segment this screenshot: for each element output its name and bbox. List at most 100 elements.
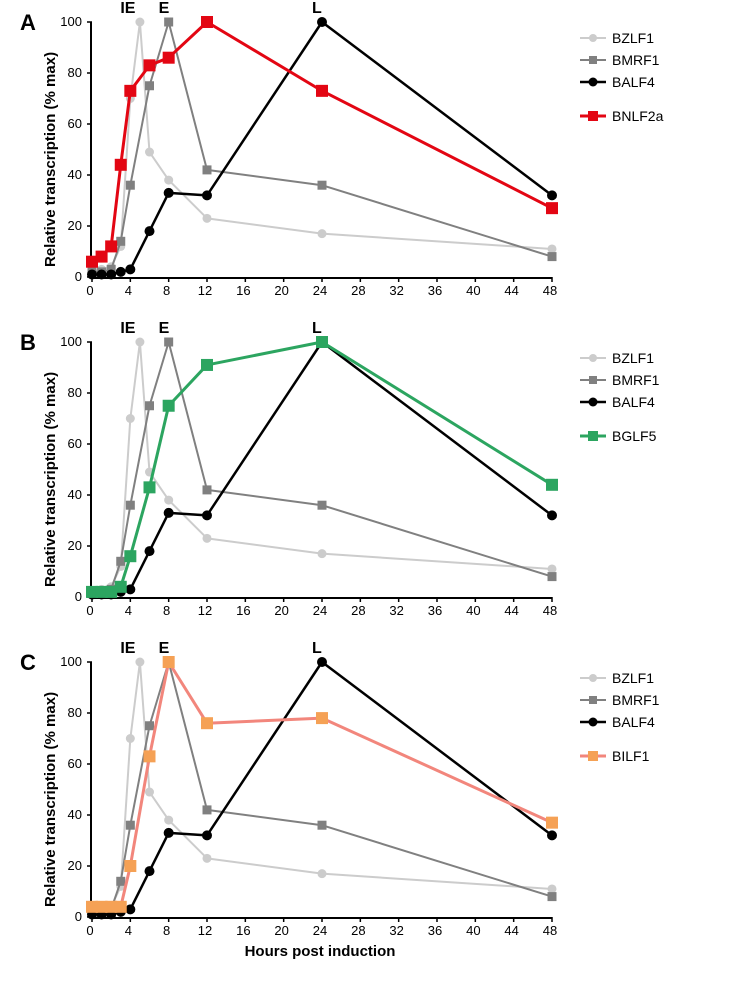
legend-swatch — [580, 75, 606, 89]
xtick-label: 28 — [346, 283, 370, 298]
legend-swatch — [580, 53, 606, 67]
ytick-label: 100 — [54, 654, 82, 669]
legend-item: BILF1 — [580, 746, 659, 766]
ytick-label: 100 — [54, 14, 82, 29]
legend-label: BALF4 — [612, 74, 655, 90]
legend-item: BALF4 — [580, 392, 659, 412]
y-axis-label: Relative transcription (% max) — [42, 372, 59, 587]
xtick-label: 4 — [116, 603, 140, 618]
legend-label: BALF4 — [612, 394, 655, 410]
xtick-label: 16 — [231, 603, 255, 618]
xtick-label: 4 — [116, 923, 140, 938]
plot-area: IEEL — [90, 22, 552, 279]
xtick-label: 48 — [538, 283, 562, 298]
legend-label: BMRF1 — [612, 52, 659, 68]
xtick-label: 0 — [78, 603, 102, 618]
legend: BZLF1 BMRF1 BALF4 BGLF5 — [580, 348, 659, 448]
xtick-label: 24 — [308, 603, 332, 618]
xtick-label: 48 — [538, 603, 562, 618]
xtick-label: 16 — [231, 283, 255, 298]
xtick-label: 8 — [155, 923, 179, 938]
xtick-label: 12 — [193, 283, 217, 298]
xtick-label: 8 — [155, 283, 179, 298]
xtick-label: 20 — [270, 923, 294, 938]
ytick-label: 0 — [54, 269, 82, 284]
panel-a: AIEEL02040608010004812162024283236404448… — [0, 10, 734, 310]
plot-area: IEEL — [90, 342, 552, 599]
xtick-label: 32 — [385, 603, 409, 618]
phase-label: IE — [120, 320, 135, 338]
ytick-label: 100 — [54, 334, 82, 349]
xtick-label: 12 — [193, 923, 217, 938]
legend: BZLF1 BMRF1 BALF4 BNLF2a — [580, 28, 663, 128]
ytick-label: 0 — [54, 909, 82, 924]
legend-swatch — [580, 671, 606, 685]
legend-swatch — [580, 395, 606, 409]
xtick-label: 0 — [78, 923, 102, 938]
phase-label: IE — [120, 0, 135, 18]
legend-swatch — [580, 429, 606, 443]
legend-label: BZLF1 — [612, 30, 654, 46]
legend-swatch — [580, 373, 606, 387]
xtick-label: 28 — [346, 923, 370, 938]
panel-label: C — [20, 650, 36, 676]
xtick-label: 44 — [500, 603, 524, 618]
ytick-label: 0 — [54, 589, 82, 604]
xtick-label: 24 — [308, 283, 332, 298]
legend-item: BMRF1 — [580, 370, 659, 390]
xtick-label: 0 — [78, 283, 102, 298]
xtick-label: 20 — [270, 603, 294, 618]
xtick-label: 16 — [231, 923, 255, 938]
phase-label: L — [312, 320, 322, 338]
legend-label: BNLF2a — [612, 108, 663, 124]
xtick-label: 8 — [155, 603, 179, 618]
xtick-label: 44 — [500, 923, 524, 938]
phase-label: E — [159, 0, 170, 18]
legend-label: BGLF5 — [612, 428, 656, 444]
legend-swatch — [580, 31, 606, 45]
legend-swatch — [580, 749, 606, 763]
y-axis-label: Relative transcription (% max) — [42, 52, 59, 267]
legend-item: BALF4 — [580, 72, 663, 92]
phase-label: IE — [120, 640, 135, 658]
legend-item: BMRF1 — [580, 50, 663, 70]
xtick-label: 12 — [193, 603, 217, 618]
plot-area: IEEL — [90, 662, 552, 919]
legend-swatch — [580, 693, 606, 707]
legend-swatch — [580, 715, 606, 729]
legend-swatch — [580, 109, 606, 123]
xtick-label: 36 — [423, 603, 447, 618]
legend-item: BNLF2a — [580, 106, 663, 126]
xtick-label: 4 — [116, 283, 140, 298]
legend-item: BZLF1 — [580, 28, 663, 48]
xtick-label: 36 — [423, 283, 447, 298]
xtick-label: 36 — [423, 923, 447, 938]
legend-swatch — [580, 351, 606, 365]
xtick-label: 40 — [461, 283, 485, 298]
y-axis-label: Relative transcription (% max) — [42, 692, 59, 907]
panel-b: BIEEL02040608010004812162024283236404448… — [0, 330, 734, 630]
xtick-label: 20 — [270, 283, 294, 298]
phase-label: L — [312, 640, 322, 658]
legend-item: BZLF1 — [580, 348, 659, 368]
xtick-label: 32 — [385, 923, 409, 938]
legend-label: BZLF1 — [612, 670, 654, 686]
xtick-label: 24 — [308, 923, 332, 938]
chart-svg — [86, 656, 558, 923]
legend-label: BILF1 — [612, 748, 649, 764]
legend-label: BMRF1 — [612, 372, 659, 388]
chart-svg — [86, 336, 558, 603]
xtick-label: 32 — [385, 283, 409, 298]
legend: BZLF1 BMRF1 BALF4 BILF1 — [580, 668, 659, 768]
xtick-label: 40 — [461, 923, 485, 938]
panel-c: CIEEL02040608010004812162024283236404448… — [0, 650, 734, 950]
phase-label: L — [312, 0, 322, 18]
xtick-label: 28 — [346, 603, 370, 618]
xtick-label: 44 — [500, 283, 524, 298]
xtick-label: 48 — [538, 923, 562, 938]
legend-label: BMRF1 — [612, 692, 659, 708]
xtick-label: 40 — [461, 603, 485, 618]
legend-label: BZLF1 — [612, 350, 654, 366]
panel-label: A — [20, 10, 36, 36]
legend-label: BALF4 — [612, 714, 655, 730]
